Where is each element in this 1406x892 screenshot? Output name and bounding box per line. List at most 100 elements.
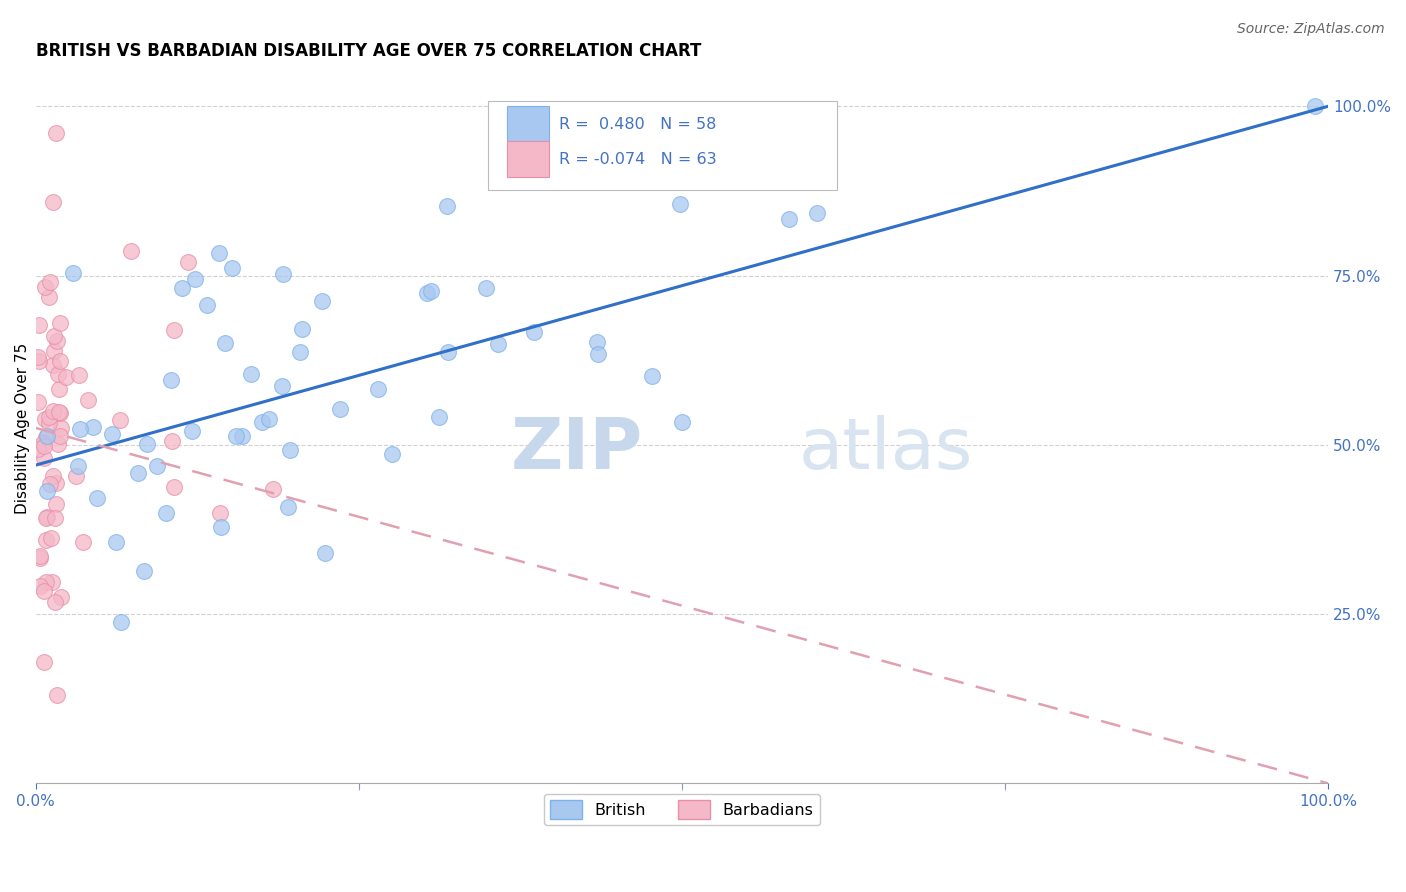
Point — [42, 343, 65, 358]
Point — [28, 354, 51, 368]
FancyBboxPatch shape — [488, 101, 837, 190]
Point — [55, 370, 77, 384]
Point — [49, 429, 72, 443]
Point — [82, 419, 104, 434]
Point — [32, 584, 55, 599]
Point — [28, 551, 51, 566]
Point — [28, 318, 51, 333]
Point — [76, 393, 98, 408]
Point — [778, 211, 800, 226]
Point — [486, 337, 509, 351]
Point — [42, 469, 65, 483]
Point — [48, 382, 70, 396]
Point — [66, 458, 89, 473]
Point — [290, 345, 312, 359]
Point — [278, 443, 301, 458]
Point — [163, 480, 186, 494]
Point — [34, 533, 56, 548]
Point — [32, 436, 55, 450]
Text: R = -0.074   N = 63: R = -0.074 N = 63 — [560, 153, 717, 168]
Point — [32, 439, 55, 453]
Point — [46, 437, 69, 451]
Text: ZIP: ZIP — [510, 415, 643, 483]
Point — [314, 546, 336, 560]
Point — [28, 579, 51, 593]
Point — [72, 535, 94, 549]
Point — [34, 510, 56, 524]
Point — [367, 382, 389, 396]
Point — [311, 293, 333, 308]
Point — [181, 424, 204, 438]
Point — [240, 367, 263, 381]
Point — [110, 615, 132, 630]
Point — [27, 395, 49, 409]
Text: atlas: atlas — [799, 415, 973, 483]
Point — [46, 334, 69, 348]
Point — [27, 442, 49, 457]
Point — [177, 255, 200, 269]
Point — [32, 655, 55, 669]
Point — [42, 404, 65, 418]
Point — [37, 484, 59, 499]
Point — [523, 105, 546, 120]
Point — [1303, 99, 1326, 113]
Point — [49, 421, 72, 435]
Point — [208, 506, 231, 520]
Point — [49, 406, 72, 420]
Point — [41, 574, 63, 589]
Point — [436, 199, 458, 213]
Point — [381, 447, 404, 461]
Point — [37, 429, 59, 443]
Point — [761, 123, 783, 137]
Point — [436, 344, 458, 359]
Text: R =  0.480   N = 58: R = 0.480 N = 58 — [560, 117, 717, 132]
Point — [28, 549, 51, 563]
Point — [35, 574, 58, 589]
Point — [806, 205, 828, 219]
Point — [277, 500, 299, 514]
Point — [134, 564, 156, 578]
Point — [329, 401, 352, 416]
Legend: British, Barbadians: British, Barbadians — [544, 794, 820, 825]
Point — [42, 358, 65, 372]
Point — [35, 509, 58, 524]
Point — [86, 491, 108, 505]
Point — [170, 281, 193, 295]
Point — [35, 430, 58, 444]
Point — [62, 267, 84, 281]
Point — [27, 350, 49, 364]
Point — [160, 373, 183, 387]
Point — [100, 427, 122, 442]
Point — [32, 450, 55, 465]
Point — [45, 497, 67, 511]
Point — [160, 434, 183, 449]
Point — [208, 246, 231, 260]
Point — [271, 267, 294, 281]
Point — [46, 689, 69, 703]
Point — [586, 346, 609, 360]
Point — [34, 411, 56, 425]
Point — [105, 535, 128, 549]
Point — [34, 279, 56, 293]
Point — [146, 459, 169, 474]
Point — [800, 123, 823, 137]
Point — [38, 410, 60, 425]
Point — [419, 285, 441, 299]
Point — [195, 297, 218, 311]
Point — [65, 469, 87, 483]
Point — [231, 429, 253, 443]
Point — [44, 595, 66, 609]
Point — [44, 329, 66, 343]
Point — [214, 335, 236, 350]
Point — [523, 325, 546, 339]
Point — [44, 475, 66, 490]
Point — [42, 195, 65, 210]
Point — [163, 323, 186, 337]
FancyBboxPatch shape — [508, 142, 548, 177]
Point — [209, 519, 232, 533]
Point — [39, 531, 62, 545]
Point — [127, 466, 149, 480]
Point — [49, 590, 72, 604]
Point — [44, 511, 66, 525]
FancyBboxPatch shape — [508, 106, 548, 142]
